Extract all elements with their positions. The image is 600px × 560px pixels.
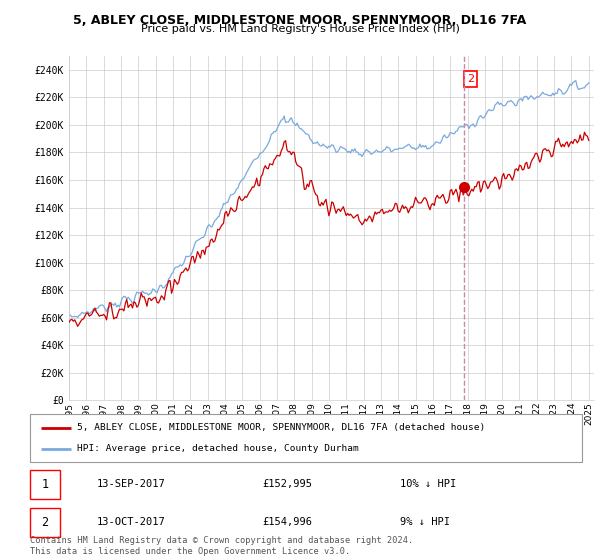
Text: 2: 2: [467, 74, 474, 84]
Text: 9% ↓ HPI: 9% ↓ HPI: [400, 517, 450, 528]
Text: 13-OCT-2017: 13-OCT-2017: [96, 517, 165, 528]
Text: £152,995: £152,995: [262, 479, 312, 489]
FancyBboxPatch shape: [30, 414, 582, 462]
Text: 1: 1: [41, 478, 49, 491]
FancyBboxPatch shape: [30, 508, 61, 536]
Text: 5, ABLEY CLOSE, MIDDLESTONE MOOR, SPENNYMOOR, DL16 7FA: 5, ABLEY CLOSE, MIDDLESTONE MOOR, SPENNY…: [73, 14, 527, 27]
Text: 2: 2: [41, 516, 49, 529]
Text: 5, ABLEY CLOSE, MIDDLESTONE MOOR, SPENNYMOOR, DL16 7FA (detached house): 5, ABLEY CLOSE, MIDDLESTONE MOOR, SPENNY…: [77, 423, 485, 432]
Text: Price paid vs. HM Land Registry's House Price Index (HPI): Price paid vs. HM Land Registry's House …: [140, 24, 460, 34]
Text: Contains HM Land Registry data © Crown copyright and database right 2024.
This d: Contains HM Land Registry data © Crown c…: [30, 536, 413, 556]
Text: £154,996: £154,996: [262, 517, 312, 528]
FancyBboxPatch shape: [30, 470, 61, 499]
Text: 10% ↓ HPI: 10% ↓ HPI: [400, 479, 456, 489]
Text: HPI: Average price, detached house, County Durham: HPI: Average price, detached house, Coun…: [77, 444, 359, 453]
Text: 13-SEP-2017: 13-SEP-2017: [96, 479, 165, 489]
